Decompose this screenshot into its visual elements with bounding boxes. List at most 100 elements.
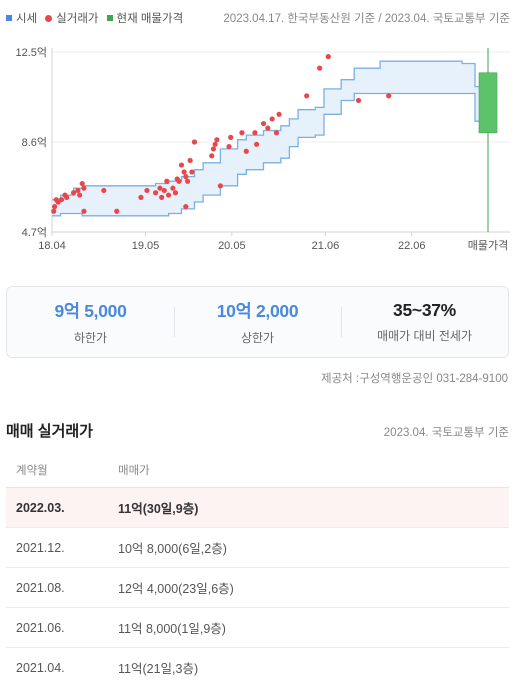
x-tick-label-current: 매물가격 [468,239,508,252]
row-date: 2021.04. [16,660,65,675]
row-price: 12억 4,000(23일,6층) [118,582,234,596]
price-band-area [52,61,484,216]
trade-point [317,65,323,71]
trade-point [81,185,87,191]
trade-point [172,190,179,196]
trade-point [77,192,83,198]
stat-lower-price: 9억 5,000 하한가 [7,287,174,357]
trade-point [209,153,215,159]
trade-point [212,141,218,147]
stat-ratio-label: 매매가 대비 전세가 [377,329,472,343]
y-tick-label: 8.6억 [22,136,47,149]
table-row[interactable]: 2021.04. 11억(21일,3층) [6,648,509,681]
trade-point [58,197,65,203]
trade-point [75,187,81,194]
chart-legend: 시세 실거래가 현재 매물가격 [6,10,191,26]
transactions-title: 매매 실거래가 [6,423,93,440]
trade-point [187,157,193,164]
row-price: 11억(30일,9층) [118,502,199,516]
trade-point [260,120,267,127]
trade-point [183,204,189,210]
trade-point [159,194,165,200]
trade-point [386,93,392,99]
y-tick-label: 4.7억 [22,226,47,239]
trade-point [51,204,58,210]
trade-point [325,54,331,60]
row-price: 11억(21일,3층) [118,662,199,676]
trade-point [265,125,271,131]
legend-swatch-price [6,15,12,21]
x-tick-label: 18.04 [38,240,66,252]
trade-point [164,178,170,184]
stat-upper-label: 상한가 [240,331,275,345]
row-price: 10억 8,000(6일,2층) [118,542,227,556]
price-stats-box: 9억 5,000 하한가 10억 2,000 상한가 35~37% 매매가 대비… [6,286,509,358]
trade-point [189,169,195,175]
trade-point [243,148,249,154]
trade-point [191,139,198,145]
table-row[interactable]: 2021.12. 10억 8,000(6일,2층) [6,528,509,568]
trade-point [161,187,167,194]
trade-point [217,183,223,189]
x-tick-label: 19.05 [132,240,160,252]
trade-point [269,116,275,122]
trade-point [355,97,362,104]
trade-point [183,174,189,180]
provider-info: 제공처 :구성역행운공인 031-284-9100 [320,373,508,385]
row-date: 2021.12. [16,540,65,555]
row-date: 2021.06. [16,620,65,635]
trade-point [226,144,232,150]
col-header-price: 매매가 [118,464,150,477]
legend-item-current: 현재 매물가격 [106,10,184,26]
transactions-table: 계약월 매매가 2022.03. 11억(30일,9층) 2021.12. 10… [6,452,509,681]
trade-point [165,192,172,198]
legend-swatch-current [106,15,113,21]
trade-point [64,194,70,200]
trade-point [153,190,159,196]
price-upper-line [52,60,484,201]
trade-point [181,169,187,175]
trade-point [70,190,77,196]
table-row[interactable]: 2021.06. 11억 8,000(1일,9층) [6,608,509,648]
trade-point [178,162,185,168]
y-tick-label: 12.5억 [15,46,47,59]
legend-label-trade: 실거래가 [56,13,99,25]
trade-point [252,130,258,136]
price-lower-line [52,92,484,217]
x-tick-label: 22.06 [398,240,426,252]
trade-point [176,178,182,184]
trade-point [101,187,107,194]
trade-point [138,194,144,200]
stat-upper-price: 10억 2,000 상한가 [174,287,341,357]
row-price: 11억 8,000(1일,9층) [118,622,226,636]
trade-point [239,130,245,136]
trade-point [214,137,220,143]
row-date: 2022.03. [16,500,65,515]
trade-point [51,208,57,214]
table-row[interactable]: 2021.08. 12억 4,000(23일,6층) [6,568,509,608]
col-header-date: 계약월 [16,464,48,477]
stat-jeonse-ratio: 35~37% 매매가 대비 전세가 [341,287,508,357]
trade-point [114,208,120,214]
trade-point [79,180,85,187]
trade-point [170,185,176,191]
x-tick-label: 20.05 [218,240,246,252]
stat-lower-value: 9억 5,000 [54,301,127,321]
stat-lower-label: 하한가 [73,331,108,345]
chart-source-line: 2023.04.17. 한국부동산원 기준 / 2023.04. 국토교통부 기… [223,13,510,25]
x-tick-label: 21.06 [312,240,340,252]
table-row[interactable]: 2022.03. 11억(30일,9층) [6,488,509,528]
legend-label-current: 현재 매물가격 [116,13,184,25]
trade-point [304,93,310,99]
legend-label-price: 시세 [16,13,38,25]
trade-point [184,178,191,184]
trade-point [81,208,87,214]
stat-upper-value: 10억 2,000 [216,301,299,321]
trade-point [157,185,163,191]
transactions-header: 매매 실거래가 2023.04. 국토교통부 기준 [6,420,509,441]
table-header-row: 계약월 매매가 [6,452,509,488]
trade-point [210,146,217,152]
transactions-source: 2023.04. 국토교통부 기준 [383,427,509,439]
trade-point [273,130,280,136]
